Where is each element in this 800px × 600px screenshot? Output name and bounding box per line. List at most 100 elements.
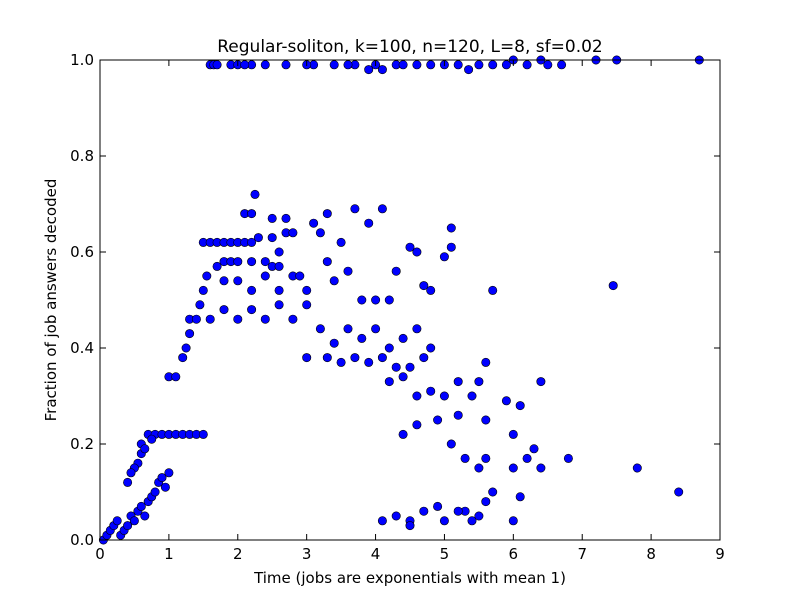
data-point xyxy=(343,266,353,276)
data-point xyxy=(501,60,511,70)
data-point xyxy=(315,228,325,238)
data-point xyxy=(371,324,381,334)
data-point xyxy=(384,295,394,305)
data-point xyxy=(377,516,387,526)
data-point xyxy=(233,276,243,286)
data-point xyxy=(274,261,284,271)
data-point xyxy=(329,60,339,70)
data-point xyxy=(377,353,387,363)
data-point xyxy=(608,281,618,291)
data-point xyxy=(357,333,367,343)
data-point xyxy=(412,420,422,430)
data-point xyxy=(198,285,208,295)
data-point xyxy=(405,242,415,252)
data-point xyxy=(488,60,498,70)
data-point xyxy=(364,65,374,75)
data-point xyxy=(123,477,133,487)
data-point xyxy=(260,314,270,324)
x-tick-label: 8 xyxy=(646,545,656,563)
data-point xyxy=(391,362,401,372)
data-point xyxy=(481,497,491,507)
data-point xyxy=(157,473,167,483)
data-point xyxy=(357,295,367,305)
data-point xyxy=(481,357,491,367)
data-point xyxy=(233,257,243,267)
data-point xyxy=(164,468,174,478)
data-point xyxy=(557,60,567,70)
data-point xyxy=(515,492,525,502)
data-point xyxy=(350,353,360,363)
data-point xyxy=(391,511,401,521)
data-point xyxy=(453,60,463,70)
data-point xyxy=(274,300,284,310)
data-point xyxy=(233,314,243,324)
y-tick-label: 0.8 xyxy=(70,147,94,165)
data-point xyxy=(453,506,463,516)
data-point xyxy=(474,463,484,473)
data-point xyxy=(377,204,387,214)
data-point xyxy=(219,305,229,315)
data-point xyxy=(315,324,325,334)
data-point xyxy=(253,233,263,243)
data-point xyxy=(522,453,532,463)
data-point xyxy=(426,343,436,353)
data-point xyxy=(508,516,518,526)
data-point xyxy=(198,429,208,439)
data-point xyxy=(426,60,436,70)
data-point xyxy=(260,257,270,267)
data-point xyxy=(474,377,484,387)
data-point xyxy=(129,516,139,526)
data-point xyxy=(632,463,642,473)
data-point xyxy=(329,276,339,286)
data-point xyxy=(474,60,484,70)
data-point xyxy=(160,482,170,492)
data-point xyxy=(419,281,429,291)
data-point xyxy=(260,60,270,70)
data-point xyxy=(281,60,291,70)
data-point xyxy=(364,357,374,367)
data-point xyxy=(195,300,205,310)
data-point xyxy=(329,338,339,348)
data-point xyxy=(398,333,408,343)
data-point xyxy=(322,209,332,219)
y-tick-label: 0.4 xyxy=(70,339,94,357)
data-point xyxy=(439,391,449,401)
data-point xyxy=(488,487,498,497)
data-point xyxy=(391,266,401,276)
data-point xyxy=(171,372,181,382)
data-point xyxy=(398,60,408,70)
data-point xyxy=(412,60,422,70)
data-point xyxy=(515,401,525,411)
data-point xyxy=(464,65,474,75)
data-point xyxy=(508,429,518,439)
data-point xyxy=(439,516,449,526)
data-point xyxy=(439,252,449,262)
data-point xyxy=(126,468,136,478)
data-point xyxy=(336,357,346,367)
data-point xyxy=(446,439,456,449)
data-point xyxy=(426,386,436,396)
data-point xyxy=(508,463,518,473)
data-point xyxy=(433,415,443,425)
data-point xyxy=(302,285,312,295)
data-point xyxy=(240,60,250,70)
data-point xyxy=(309,218,319,228)
data-point xyxy=(267,213,277,223)
data-point xyxy=(288,314,298,324)
x-tick-label: 7 xyxy=(577,545,587,563)
data-point xyxy=(405,521,415,531)
data-point xyxy=(426,285,436,295)
data-point xyxy=(398,372,408,382)
data-point xyxy=(343,60,353,70)
data-point xyxy=(136,501,146,511)
data-point xyxy=(481,415,491,425)
data-point xyxy=(536,463,546,473)
data-point xyxy=(412,247,422,257)
data-point xyxy=(274,285,284,295)
data-point xyxy=(453,410,463,420)
y-axis-label: Fraction of job answers decoded xyxy=(42,179,60,422)
data-point xyxy=(398,429,408,439)
y-tick-label: 1.0 xyxy=(70,51,94,69)
data-point xyxy=(446,242,456,252)
